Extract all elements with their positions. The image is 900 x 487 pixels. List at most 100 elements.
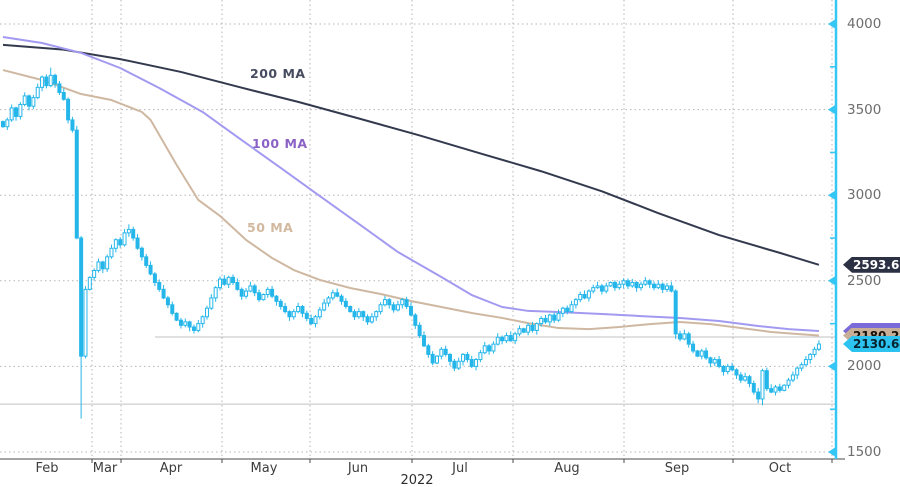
candle-body — [335, 292, 340, 297]
month-label: Jun — [347, 461, 369, 476]
candle-body — [773, 386, 778, 393]
candle-body — [547, 314, 552, 323]
candle-body — [265, 288, 270, 295]
candle-body — [226, 276, 231, 285]
candle-body — [187, 321, 192, 328]
candle-body — [799, 364, 804, 369]
candle-body — [803, 359, 808, 366]
candle-body — [35, 86, 40, 99]
candle-body — [665, 285, 670, 290]
ma50-label: 50 MA — [247, 220, 294, 235]
month-label: Jul — [452, 461, 468, 476]
candle-body — [717, 359, 722, 367]
candle-body — [777, 386, 782, 391]
candle-body — [704, 350, 709, 359]
candle-body — [239, 288, 244, 297]
candle-body — [235, 282, 240, 290]
candle-body — [118, 239, 123, 246]
candle-body — [270, 288, 275, 297]
level-lines — [0, 336, 836, 405]
candle-body — [53, 74, 58, 85]
candle-body — [287, 311, 292, 318]
candle-body — [113, 239, 118, 249]
candle-body — [461, 353, 466, 362]
axis-arrow-icon — [828, 19, 835, 29]
candle-body — [691, 343, 696, 352]
candle-body — [747, 376, 752, 385]
candle-body — [539, 317, 544, 325]
candle-body — [652, 283, 656, 289]
candle-body — [448, 353, 453, 362]
candle-body — [139, 247, 144, 258]
candle-body — [682, 333, 687, 340]
candle-body — [421, 335, 426, 347]
candle-body — [795, 367, 800, 376]
candle-body — [534, 323, 539, 331]
candle-body — [530, 324, 535, 331]
candle-body — [83, 288, 88, 357]
candle-body — [326, 297, 331, 304]
candle-body — [283, 305, 288, 313]
candle-body — [57, 83, 62, 93]
candle-body — [122, 232, 127, 246]
candle-body — [378, 304, 383, 313]
candle-body — [656, 283, 661, 289]
candle-body — [144, 256, 149, 266]
candle-body — [612, 282, 617, 289]
axes[interactable] — [0, 0, 845, 463]
candle-body — [213, 287, 218, 299]
candle-body — [764, 370, 769, 390]
candle-body — [500, 336, 505, 342]
candle-body — [508, 335, 513, 342]
candle-body — [660, 283, 665, 290]
month-label: Feb — [35, 461, 59, 476]
candle-body — [165, 297, 170, 306]
candle-body — [435, 355, 439, 364]
candle-body — [669, 285, 674, 292]
candle-body — [604, 285, 609, 292]
candle-body — [647, 280, 652, 285]
candle-body — [452, 360, 457, 369]
month-label: Apr — [159, 461, 183, 476]
candle-body — [417, 324, 422, 337]
candle-body — [673, 290, 678, 335]
candle-body — [27, 95, 32, 107]
candle-body — [517, 328, 522, 335]
candle-body — [322, 302, 327, 311]
candle-body — [456, 360, 461, 369]
candle-body — [261, 293, 266, 301]
candle-body — [248, 285, 253, 292]
candle-body — [738, 374, 743, 381]
candle-body — [608, 282, 613, 287]
candle-body — [413, 314, 418, 326]
candle-body — [756, 391, 761, 400]
candle-body — [66, 98, 71, 121]
price-tick-label: 3000 — [847, 187, 882, 204]
candle-body — [87, 276, 92, 290]
candle-body — [638, 283, 643, 289]
month-label: Sep — [664, 461, 690, 476]
candle-body — [569, 304, 574, 313]
candle-body — [70, 119, 75, 131]
candle-body — [44, 76, 49, 87]
candle-body — [595, 285, 600, 289]
candle-body — [135, 237, 140, 249]
candle-body — [278, 300, 283, 307]
candle-body — [730, 365, 735, 371]
candle-body — [18, 103, 23, 117]
candle-body — [74, 129, 79, 239]
candle-body — [352, 311, 357, 318]
candle-body — [252, 285, 257, 294]
candle-body — [582, 293, 587, 299]
candle-body — [218, 278, 222, 289]
price-tag-ma200: 2593.6143 — [843, 256, 900, 273]
candle-body — [222, 278, 227, 285]
candle-body — [348, 305, 353, 313]
candle-body — [474, 359, 479, 367]
candle-body — [204, 307, 209, 318]
candle-body — [565, 307, 570, 313]
candle-body — [469, 359, 474, 367]
candle-body — [599, 285, 604, 292]
candlestick-series[interactable] — [1, 67, 821, 419]
